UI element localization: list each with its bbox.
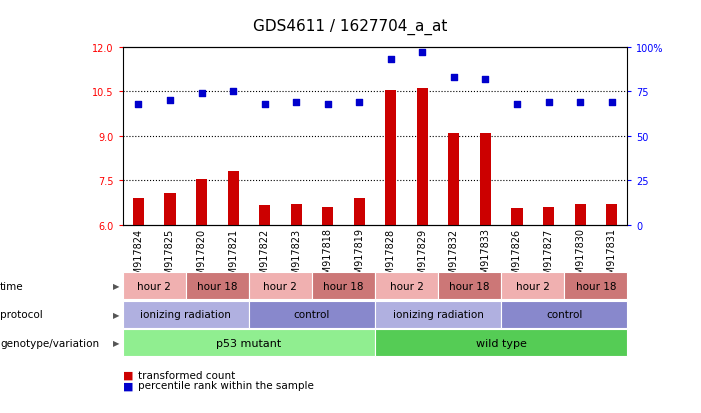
Bar [417, 89, 428, 225]
Text: control: control [546, 309, 583, 320]
Bar [449, 133, 459, 225]
Text: p53 mutant: p53 mutant [216, 338, 282, 348]
Text: hour 18: hour 18 [323, 281, 364, 291]
Bar [480, 133, 491, 225]
Text: genotype/variation: genotype/variation [0, 338, 99, 348]
Text: hour 18: hour 18 [197, 281, 238, 291]
Bar [354, 198, 365, 225]
Bar [606, 204, 617, 225]
Point [511, 101, 522, 108]
Point [259, 101, 271, 108]
Text: ▶: ▶ [113, 339, 119, 347]
Text: ionizing radiation: ionizing radiation [393, 309, 484, 320]
Text: GDS4611 / 1627704_a_at: GDS4611 / 1627704_a_at [253, 19, 448, 35]
Text: percentile rank within the sample: percentile rank within the sample [138, 380, 314, 390]
Text: hour 18: hour 18 [449, 281, 490, 291]
Point [606, 99, 617, 106]
Text: hour 18: hour 18 [576, 281, 616, 291]
Text: hour 2: hour 2 [137, 281, 171, 291]
Text: transformed count: transformed count [138, 370, 236, 380]
Text: ▶: ▶ [113, 282, 119, 290]
Text: wild type: wild type [476, 338, 526, 348]
Text: protocol: protocol [0, 309, 43, 320]
Bar [543, 207, 554, 225]
Text: ■: ■ [123, 380, 133, 390]
Point [164, 97, 175, 104]
Bar [291, 204, 301, 225]
Point [543, 99, 554, 106]
Bar [322, 207, 333, 225]
Point [386, 57, 397, 63]
Bar [575, 204, 585, 225]
Text: ■: ■ [123, 370, 133, 380]
Bar [228, 172, 238, 225]
Point [575, 99, 586, 106]
Point [227, 89, 238, 95]
Bar [512, 209, 522, 225]
Text: time: time [0, 281, 24, 291]
Bar [259, 206, 270, 225]
Point [196, 90, 207, 97]
Bar [165, 194, 175, 225]
Point [449, 74, 460, 81]
Point [322, 101, 334, 108]
Text: ionizing radiation: ionizing radiation [140, 309, 231, 320]
Text: control: control [294, 309, 330, 320]
Point [479, 76, 491, 83]
Point [353, 99, 365, 106]
Bar [386, 90, 396, 225]
Text: hour 2: hour 2 [390, 281, 423, 291]
Bar [133, 198, 144, 225]
Point [416, 50, 428, 56]
Text: ▶: ▶ [113, 310, 119, 319]
Text: hour 2: hour 2 [264, 281, 297, 291]
Point [132, 101, 144, 108]
Bar [196, 179, 207, 225]
Point [291, 99, 302, 106]
Text: hour 2: hour 2 [516, 281, 550, 291]
